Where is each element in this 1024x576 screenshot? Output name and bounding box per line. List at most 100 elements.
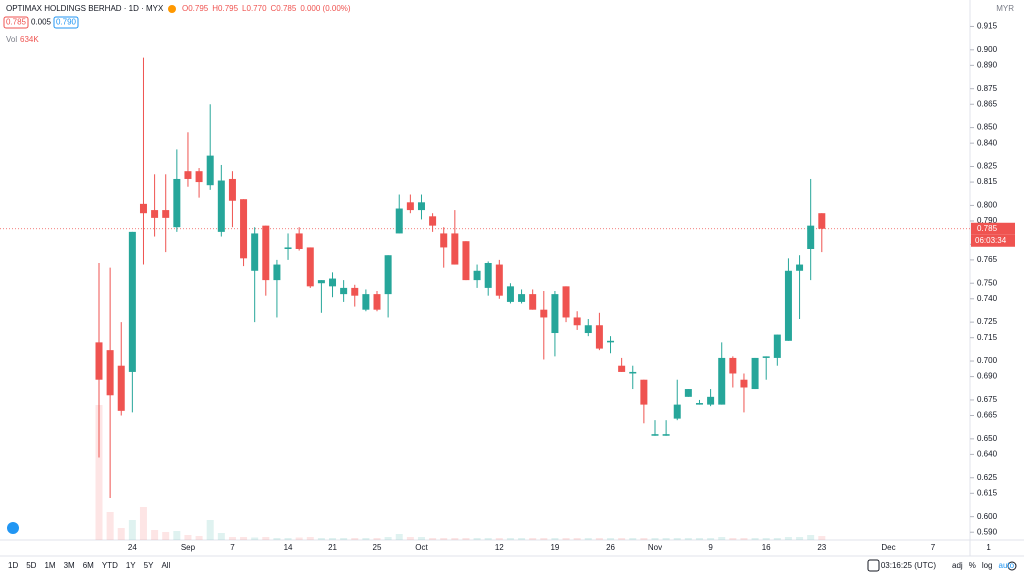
candle — [362, 289, 370, 312]
candle — [273, 259, 281, 318]
ask-box — [53, 16, 79, 29]
volume-bar — [673, 538, 681, 540]
volume-bar — [618, 538, 626, 540]
volume-bar — [128, 520, 136, 540]
candle — [406, 194, 414, 214]
candle — [662, 420, 670, 436]
x-tick-label: Sep — [181, 543, 196, 552]
volume-bar — [529, 538, 537, 540]
candle-body — [373, 294, 381, 310]
legend-open: O0.795 — [182, 4, 209, 13]
range-button[interactable]: 6M — [83, 561, 94, 570]
range-button[interactable]: 5Y — [144, 561, 154, 570]
x-tick-label: 7 — [230, 543, 235, 552]
volume-bar — [351, 538, 359, 540]
candle-body — [95, 342, 103, 380]
x-tick-label: 24 — [128, 543, 137, 552]
candle — [807, 178, 815, 281]
candle-body — [139, 203, 147, 214]
candle-body — [306, 247, 314, 287]
candle — [262, 225, 270, 296]
candle — [417, 194, 425, 220]
candle — [373, 291, 381, 312]
candle-body — [762, 356, 770, 358]
candle — [462, 241, 470, 281]
volume-bar — [607, 538, 615, 540]
candle-body — [796, 264, 804, 271]
option-button[interactable]: % — [969, 561, 976, 570]
volume-readout: 634K — [20, 35, 39, 44]
y-tick-label: 0.650 — [977, 434, 998, 443]
range-button[interactable]: 1Y — [126, 561, 136, 570]
range-button[interactable]: YTD — [102, 561, 118, 570]
candle-body — [506, 286, 514, 302]
x-tick-label: 23 — [817, 543, 826, 552]
candle — [740, 373, 748, 413]
volume-bar — [473, 538, 481, 540]
range-button[interactable]: 1M — [44, 561, 55, 570]
volume-bar — [751, 538, 759, 540]
candle — [295, 227, 303, 251]
candle — [329, 272, 337, 298]
candle-body — [740, 379, 748, 388]
candle — [551, 291, 559, 357]
candle-body — [551, 294, 559, 334]
volume-bar — [217, 533, 225, 540]
candle-body — [317, 280, 325, 284]
volume-bar — [206, 520, 214, 540]
candle-body — [595, 325, 603, 349]
volume-bar — [462, 538, 470, 540]
range-button[interactable]: 5D — [26, 561, 36, 570]
volume-bar — [640, 538, 648, 540]
candle-body — [429, 216, 437, 226]
candle — [695, 399, 703, 405]
volume-bar — [629, 538, 637, 540]
y-tick-label: 0.625 — [977, 473, 998, 482]
candle-body — [340, 287, 348, 295]
y-tick-label: 0.900 — [977, 45, 998, 54]
candle-body — [784, 270, 792, 341]
x-tick-label: 9 — [708, 543, 713, 552]
volume-bar — [317, 538, 325, 540]
candle — [595, 312, 603, 351]
candle-body — [406, 202, 414, 211]
option-button[interactable]: auto — [999, 561, 1015, 570]
candle-body — [184, 171, 192, 179]
bid-box — [3, 16, 29, 29]
candle-body — [117, 365, 125, 411]
range-button[interactable]: 1D — [8, 561, 18, 570]
y-tick-label: 0.850 — [977, 123, 998, 132]
settings-icon[interactable] — [1007, 561, 1017, 571]
candle — [106, 267, 114, 498]
candle-body — [562, 286, 570, 318]
candle — [618, 357, 626, 372]
candle — [473, 264, 481, 288]
candle — [117, 322, 125, 416]
x-tick-label: 7 — [931, 543, 936, 552]
candle — [762, 356, 770, 380]
option-button[interactable]: adj — [952, 561, 963, 570]
volume-bar — [106, 512, 114, 540]
y-tick-label: 0.600 — [977, 512, 998, 521]
candle-body — [106, 350, 114, 396]
candle — [718, 342, 726, 405]
volume-bar — [251, 537, 259, 540]
countdown-label: 06:03:34 — [975, 236, 1007, 245]
option-button[interactable]: log — [982, 561, 993, 570]
y-tick-label: 0.750 — [977, 278, 998, 287]
candle — [240, 199, 248, 267]
y-tick-label: 0.825 — [977, 162, 998, 171]
range-button[interactable]: 3M — [64, 561, 75, 570]
y-tick-label: 0.815 — [977, 177, 998, 186]
y-tick-label: 0.740 — [977, 294, 998, 303]
volume-bar — [306, 537, 314, 540]
y-tick-label: 0.675 — [977, 395, 998, 404]
candle — [340, 280, 348, 302]
candle — [206, 104, 214, 190]
volume-bar — [729, 538, 737, 540]
date-range-icon[interactable] — [867, 559, 880, 572]
range-button[interactable]: All — [161, 561, 170, 570]
candle — [729, 356, 737, 388]
y-tick-label: 0.590 — [977, 527, 998, 536]
